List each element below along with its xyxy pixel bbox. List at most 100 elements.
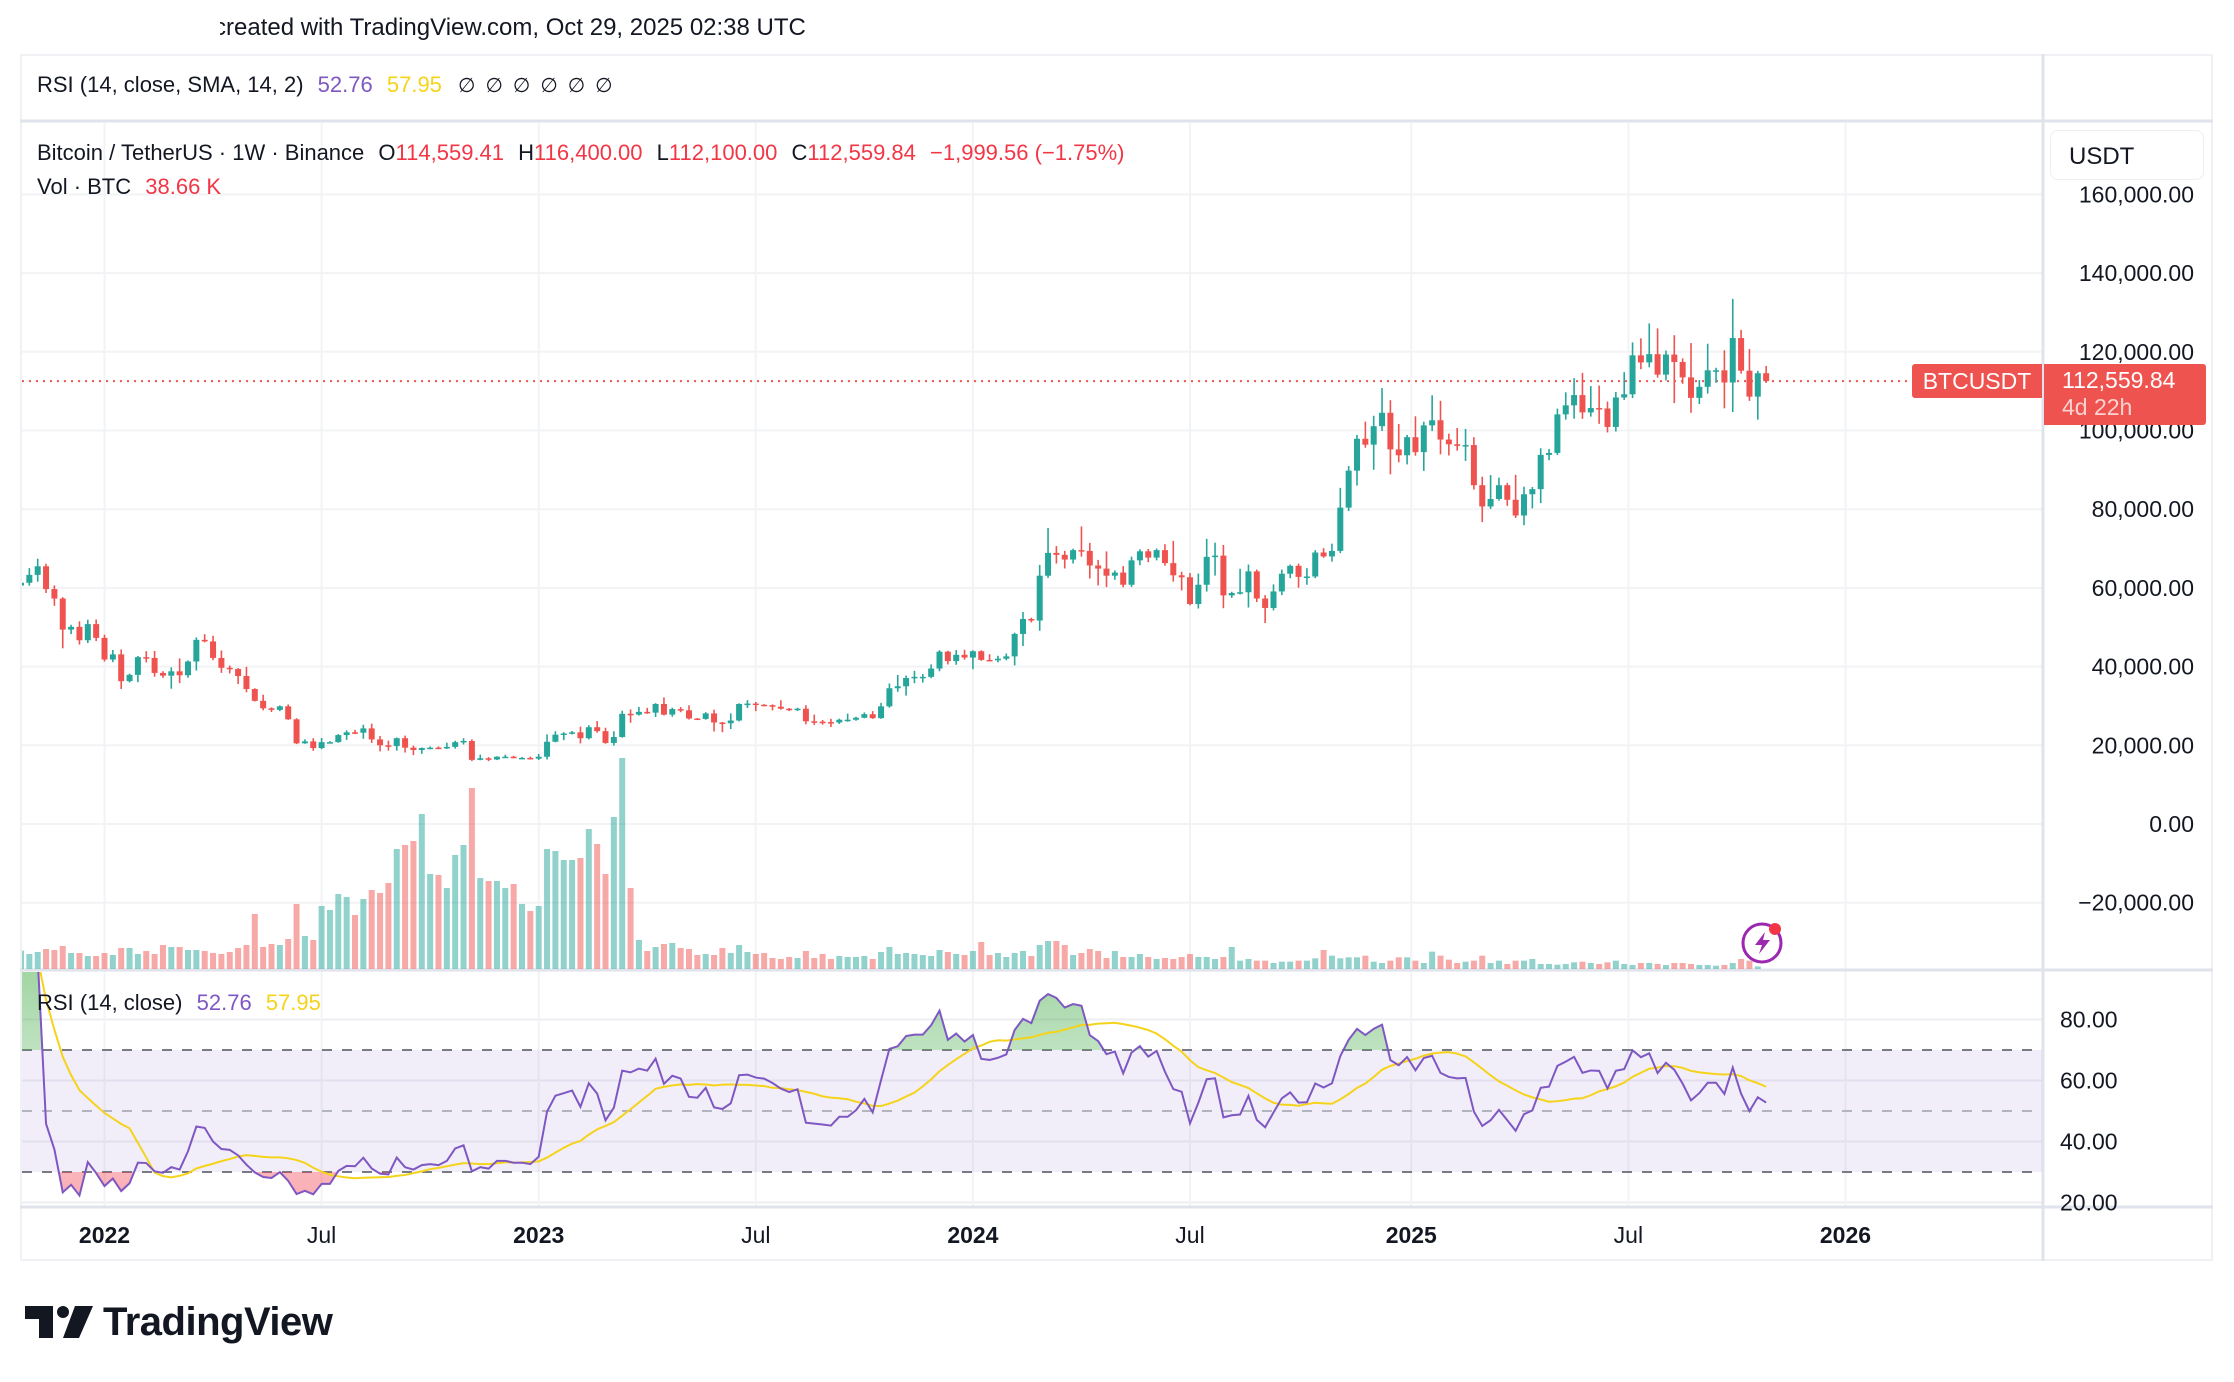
candle-body bbox=[1546, 452, 1553, 455]
tradingview-logo-text: TradingView bbox=[103, 1299, 333, 1344]
candle-body bbox=[1145, 551, 1152, 558]
candle-body bbox=[944, 651, 951, 662]
candle-body bbox=[368, 728, 375, 740]
volume-bar bbox=[527, 911, 534, 969]
volume-bar bbox=[1437, 955, 1444, 969]
candle-body bbox=[22, 582, 24, 586]
candle-body bbox=[1721, 370, 1728, 383]
candle-body bbox=[226, 667, 233, 670]
volume-bar bbox=[226, 952, 233, 969]
candle-body bbox=[1387, 412, 1394, 450]
candle-body bbox=[1212, 555, 1219, 558]
rsi-tick-label: 20.00 bbox=[2060, 1190, 2118, 1216]
candle-body bbox=[335, 735, 342, 743]
candle-body bbox=[93, 624, 100, 638]
candle-body bbox=[769, 705, 776, 707]
volume-bar bbox=[911, 954, 918, 969]
volume-bar bbox=[1546, 964, 1553, 969]
candle-body bbox=[84, 624, 91, 641]
candle-body bbox=[1354, 438, 1360, 471]
empty-value-icon: ∅ bbox=[567, 75, 586, 97]
volume-bar bbox=[377, 893, 384, 969]
candle-body bbox=[811, 721, 818, 723]
candle-body bbox=[427, 747, 434, 750]
volume-bar bbox=[335, 894, 342, 969]
volume-bar bbox=[26, 954, 33, 969]
volume-bar bbox=[1120, 957, 1127, 969]
candle-body bbox=[827, 722, 834, 724]
candle-body bbox=[477, 758, 484, 760]
rsi-pane-ma-value: 57.95 bbox=[265, 990, 321, 1015]
volume-bar bbox=[1579, 961, 1586, 969]
candle-body bbox=[126, 674, 133, 682]
volume-bar bbox=[978, 942, 985, 969]
volume-bar bbox=[577, 858, 584, 969]
price-axis-labels[interactable]: 160,000.00140,000.00120,000.00100,000.00… bbox=[2060, 181, 2194, 1215]
candle-body bbox=[1128, 560, 1135, 585]
candle-body bbox=[1521, 494, 1527, 516]
candle-body bbox=[1562, 405, 1569, 415]
candle-body bbox=[1278, 573, 1285, 592]
candle-body bbox=[1362, 438, 1369, 445]
candle-body bbox=[585, 727, 592, 739]
volume-bar bbox=[660, 944, 667, 969]
lightning-icon[interactable] bbox=[1741, 922, 1783, 964]
candle-body bbox=[1337, 507, 1344, 551]
volume-bar bbox=[1704, 965, 1711, 969]
candle-body bbox=[1646, 354, 1653, 363]
rsi-pane-legend[interactable]: RSI (14, close) 52.76 57.95 bbox=[37, 990, 321, 1016]
volume-bar bbox=[786, 957, 793, 969]
volume-bar bbox=[994, 953, 1001, 969]
volume-bar bbox=[1203, 957, 1210, 969]
candle-body bbox=[1328, 550, 1335, 557]
volume-bar bbox=[1495, 960, 1502, 969]
volume-bar bbox=[702, 954, 709, 969]
volume-bar bbox=[1412, 960, 1419, 969]
candle-body bbox=[76, 626, 83, 641]
candle-body bbox=[1763, 373, 1770, 382]
candle-body bbox=[1746, 370, 1753, 397]
candle-body bbox=[393, 738, 400, 747]
volume-bar bbox=[644, 951, 651, 969]
candle-body bbox=[1370, 426, 1377, 445]
watermark-credit: created with TradingView.com, Oct 29, 20… bbox=[214, 14, 806, 41]
volume-bar bbox=[1429, 951, 1436, 969]
time-tick-label: Jul bbox=[1175, 1222, 1204, 1248]
volume-bar bbox=[410, 841, 417, 969]
price-tick-label: 120,000.00 bbox=[2079, 339, 2194, 365]
low-value: 112,100.00 bbox=[668, 140, 778, 165]
candle-body bbox=[1228, 593, 1235, 596]
volume-bar bbox=[1161, 958, 1168, 969]
currency-button[interactable]: USDT bbox=[2050, 130, 2204, 180]
candle-body bbox=[1654, 354, 1661, 375]
volume-bar bbox=[1303, 960, 1310, 969]
volume-bar bbox=[1153, 959, 1160, 969]
volume-bar bbox=[1662, 965, 1669, 969]
tradingview-logo[interactable]: TradingView bbox=[25, 1299, 333, 1344]
volume-bar bbox=[1262, 960, 1269, 969]
candle-body bbox=[134, 657, 141, 675]
volume-bar bbox=[43, 949, 50, 969]
time-axis-labels[interactable]: 2022 Jul 2023 Jul 2024 Jul 2025 Jul 2026 bbox=[79, 1222, 1871, 1248]
candle-body bbox=[1479, 485, 1486, 507]
candle-body bbox=[1303, 576, 1310, 578]
candle-body bbox=[802, 708, 809, 722]
candle-body bbox=[594, 727, 601, 732]
volume-bar bbox=[1170, 959, 1177, 969]
candle-body bbox=[193, 639, 200, 662]
volume-legend[interactable]: Vol · BTC 38.66 K bbox=[37, 174, 221, 200]
volume-bar bbox=[802, 951, 809, 969]
candle-body bbox=[1604, 408, 1611, 427]
volume-bar bbox=[418, 814, 425, 969]
close-value: 112,559.84 bbox=[807, 140, 916, 165]
candle-body bbox=[1629, 355, 1636, 395]
high-label: H bbox=[518, 140, 535, 165]
volume-bar bbox=[986, 955, 993, 969]
rsi-indicator-header[interactable]: RSI (14, close, SMA, 14, 2) 52.76 57.95 … bbox=[37, 72, 613, 98]
candle-body bbox=[978, 651, 985, 660]
candle-body bbox=[1295, 565, 1302, 577]
symbol-legend[interactable]: Bitcoin / TetherUS · 1W · Binance O114,5… bbox=[37, 140, 1125, 166]
volume-bar bbox=[1445, 959, 1452, 969]
volume-bar bbox=[1136, 954, 1143, 969]
